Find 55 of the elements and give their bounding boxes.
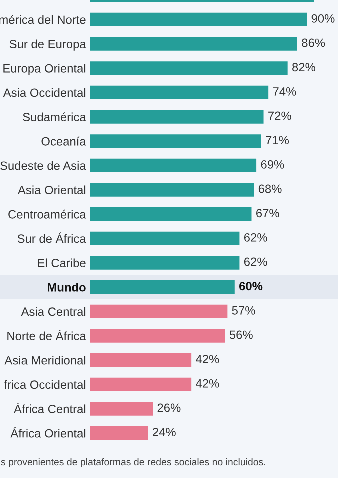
data-label: 42% bbox=[196, 379, 220, 388]
y-tick-label: Asia Oriental bbox=[18, 186, 86, 194]
y-tick-label: Centroamérica bbox=[8, 210, 86, 219]
bar bbox=[90, 183, 254, 197]
data-label: 62% bbox=[244, 233, 268, 242]
bar bbox=[90, 208, 252, 222]
data-label: 67% bbox=[256, 209, 280, 218]
y-tick-label: Sur de África bbox=[18, 232, 86, 244]
text: s provenientes de plataformas de redes sociales no incluidos. bbox=[1, 458, 266, 468]
data-label: 68% bbox=[258, 184, 282, 194]
y-tick-label: El Caribe bbox=[38, 258, 86, 268]
data-label: 90% bbox=[312, 14, 335, 23]
y-tick-label: Mundo bbox=[48, 283, 86, 292]
bar bbox=[90, 304, 228, 318]
y-tick-label: África Oriental bbox=[10, 427, 86, 438]
data-label: 24% bbox=[153, 428, 176, 436]
bar bbox=[90, 158, 257, 173]
bar bbox=[90, 256, 240, 270]
data-label: 60% bbox=[239, 282, 263, 291]
bar bbox=[90, 134, 262, 148]
data-label: 82% bbox=[292, 63, 316, 72]
y-tick-label: África Central bbox=[14, 402, 86, 414]
bar bbox=[90, 86, 269, 100]
data-label: 86% bbox=[302, 38, 326, 48]
y-tick-label: Asia Meridional bbox=[4, 356, 86, 365]
y-tick-label: frica Occidental bbox=[4, 380, 86, 390]
data-label: 62% bbox=[244, 258, 268, 266]
bar bbox=[90, 37, 298, 51]
y-tick-label: Oceanía bbox=[42, 136, 86, 146]
data-label: 74% bbox=[273, 88, 296, 96]
bar bbox=[90, 329, 226, 343]
bar bbox=[90, 378, 192, 392]
y-tick-label: Sur de Europa bbox=[10, 40, 86, 51]
bar bbox=[90, 62, 288, 76]
y-tick-label: Norte de África bbox=[8, 330, 86, 340]
data-label: 69% bbox=[261, 160, 284, 169]
bar bbox=[90, 354, 192, 368]
data-label: 71% bbox=[266, 136, 290, 145]
data-label: 56% bbox=[230, 330, 253, 340]
y-tick-label: mérica del Norte bbox=[0, 15, 86, 24]
bar bbox=[90, 110, 264, 124]
y-tick-label: Sudeste de Asia bbox=[0, 161, 86, 170]
bar bbox=[90, 12, 308, 27]
data-label: 72% bbox=[268, 112, 292, 120]
bar bbox=[90, 426, 148, 440]
y-tick-label: Sudamérica bbox=[23, 112, 86, 122]
bar bbox=[90, 232, 240, 246]
y-tick-label: Asia Central bbox=[21, 307, 86, 316]
y-tick-label: Europa Oriental bbox=[4, 64, 86, 76]
data-label: 42% bbox=[196, 355, 220, 364]
bar bbox=[90, 402, 154, 416]
y-tick-label: Asia Occidental bbox=[3, 88, 86, 98]
data-label: 57% bbox=[232, 306, 256, 315]
data-label: 26% bbox=[158, 404, 181, 412]
bar bbox=[90, 280, 235, 294]
